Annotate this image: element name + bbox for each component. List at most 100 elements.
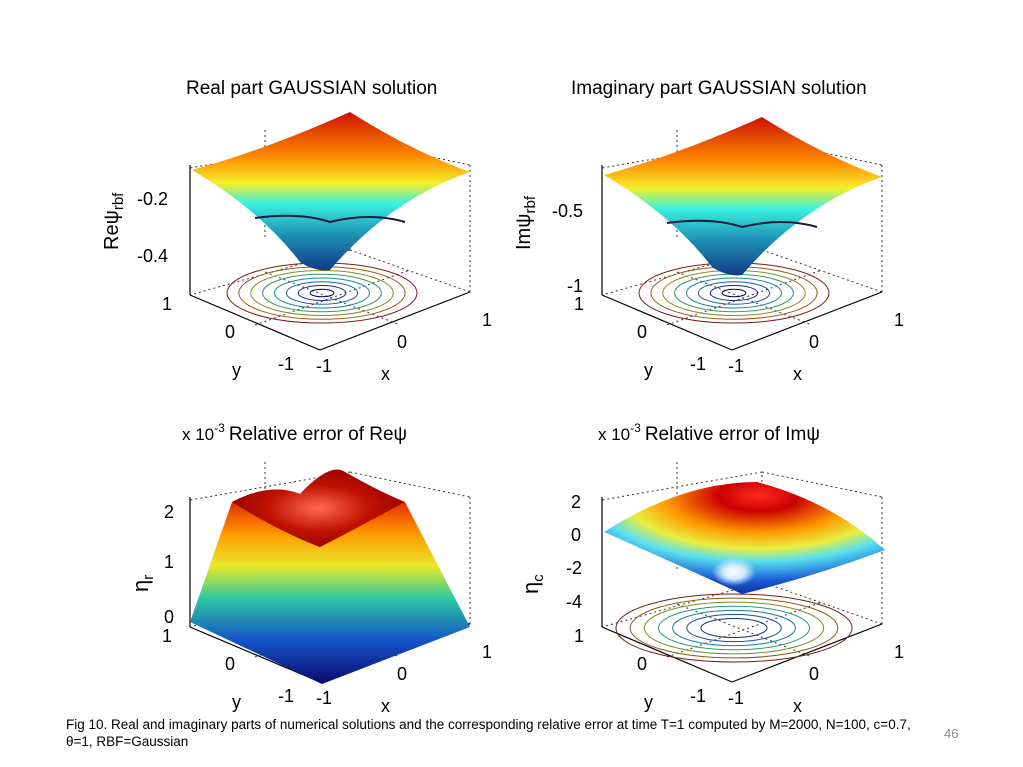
z-axis-label-subscript: r: [140, 575, 157, 580]
z-tick-label: 0: [164, 607, 174, 627]
y-axis-label: y: [644, 692, 653, 712]
grid-line: [601, 471, 763, 501]
z-tick-label: 2: [164, 502, 174, 522]
surface-peaks: [232, 469, 405, 547]
contour-line: [662, 270, 806, 316]
z-tick-label: -4: [566, 592, 582, 612]
z-axis-label: Imψrbf: [513, 195, 539, 250]
surface-mesh: [192, 112, 470, 271]
grid-line: [676, 603, 813, 658]
y-axis-line: [601, 626, 733, 683]
contour-line: [700, 617, 768, 639]
x-tick-label: -1: [728, 688, 744, 708]
contour-line: [250, 270, 394, 316]
axis-exponent-power: -3: [630, 421, 641, 435]
y-tick-label: 1: [162, 294, 172, 314]
axis-exponent: x 10-3 Relative error of Reψ: [182, 421, 407, 445]
chart-title: Relative error of Imψ: [645, 424, 820, 445]
grid-line: [761, 249, 883, 293]
x-tick-label: 0: [809, 664, 819, 684]
grid-line: [349, 249, 471, 293]
x-tick-label: 1: [894, 642, 904, 662]
y-tick-label: -1: [278, 354, 294, 374]
contour-line: [309, 288, 335, 298]
z-tick-label: 0: [571, 525, 581, 545]
z-axis-label-subscript: c: [530, 574, 547, 582]
x-tick-label: 0: [397, 664, 407, 684]
x-axis-label: x: [793, 696, 802, 716]
y-tick-label: 1: [574, 294, 584, 314]
grid-line: [264, 271, 401, 326]
contour-line: [615, 593, 853, 663]
x-tick-label: -1: [728, 356, 744, 376]
contour-line: [285, 281, 359, 305]
z-tick-label: 2: [571, 492, 581, 512]
surface-mesh: [190, 469, 470, 684]
x-tick-label: 1: [482, 642, 492, 662]
grid-line: [676, 271, 813, 326]
contour-line: [721, 288, 747, 298]
grid-line: [761, 471, 883, 498]
grid-line: [761, 581, 883, 625]
z-tick-label: 1: [164, 552, 174, 572]
contour-line: [709, 285, 759, 301]
surface-rim: [666, 219, 818, 229]
y-axis-label: y: [644, 360, 653, 380]
slide-number: 46: [944, 726, 959, 741]
z-axis-label: Reψrbf: [101, 192, 127, 250]
grid-line: [349, 471, 471, 498]
x-axis-label: x: [381, 696, 390, 716]
contour-line: [643, 601, 825, 655]
surface-highlight: [712, 558, 756, 586]
contour-line: [629, 597, 839, 659]
z-axis-label: ηc: [518, 574, 547, 594]
x-axis-label: x: [793, 364, 802, 384]
axis-exponent: x 10-3 Relative error of Imψ: [598, 421, 820, 445]
contour-line: [686, 613, 782, 643]
surface-mesh: [604, 482, 885, 594]
x-axis-line: [731, 623, 883, 683]
x-tick-label: 0: [397, 332, 407, 352]
contour-line: [697, 281, 771, 305]
x-axis-line: [731, 291, 883, 351]
chart-title: Relative error of Reψ: [229, 424, 407, 445]
x-tick-label: 1: [894, 310, 904, 330]
axis-exponent-power: -3: [214, 421, 225, 435]
x-axis-line: [319, 291, 471, 351]
y-tick-label: 1: [162, 626, 172, 646]
y-axis-label: y: [232, 360, 241, 380]
contour-line: [274, 277, 370, 309]
surface-rim: [254, 214, 406, 224]
contour-line: [262, 273, 382, 313]
y-axis-line: [189, 294, 321, 351]
real-part-surface-plot: 1 0 -1 y -1 0 1 x Real part GAUSSIAN solution Reψ…: [101, 78, 492, 384]
y-axis-line: [601, 294, 733, 351]
contour-line: [672, 609, 796, 647]
y-tick-label: 0: [637, 654, 647, 674]
y-tick-label: -1: [278, 686, 294, 706]
y-tick-label: 0: [225, 322, 235, 342]
grid-line: [189, 471, 351, 501]
y-axis-label: y: [232, 692, 241, 712]
imaginary-part-surface-plot: 1 0 -1 y -1 0 1 x Imaginary part GAUSSIAN soluti…: [513, 78, 904, 384]
contour-line: [686, 277, 782, 309]
x-tick-label: -1: [316, 688, 332, 708]
contour-line: [226, 262, 418, 324]
contour-line: [674, 273, 794, 313]
chart-title: Imaginary part GAUSSIAN solution: [571, 78, 867, 99]
z-tick-label: -0.5: [552, 201, 583, 221]
x-tick-label: 0: [809, 332, 819, 352]
z-tick-label: -0.2: [137, 189, 168, 209]
y-tick-label: 1: [574, 626, 584, 646]
x-axis-label: x: [381, 364, 390, 384]
z-axis-label: ηr: [128, 575, 157, 592]
chart-title: Real part GAUSSIAN solution: [186, 78, 437, 99]
y-tick-label: 0: [637, 322, 647, 342]
contour-line: [657, 605, 811, 651]
surface-mesh: [604, 117, 882, 276]
z-tick-label: -0.4: [137, 246, 168, 266]
z-tick-label: -2: [566, 558, 582, 578]
